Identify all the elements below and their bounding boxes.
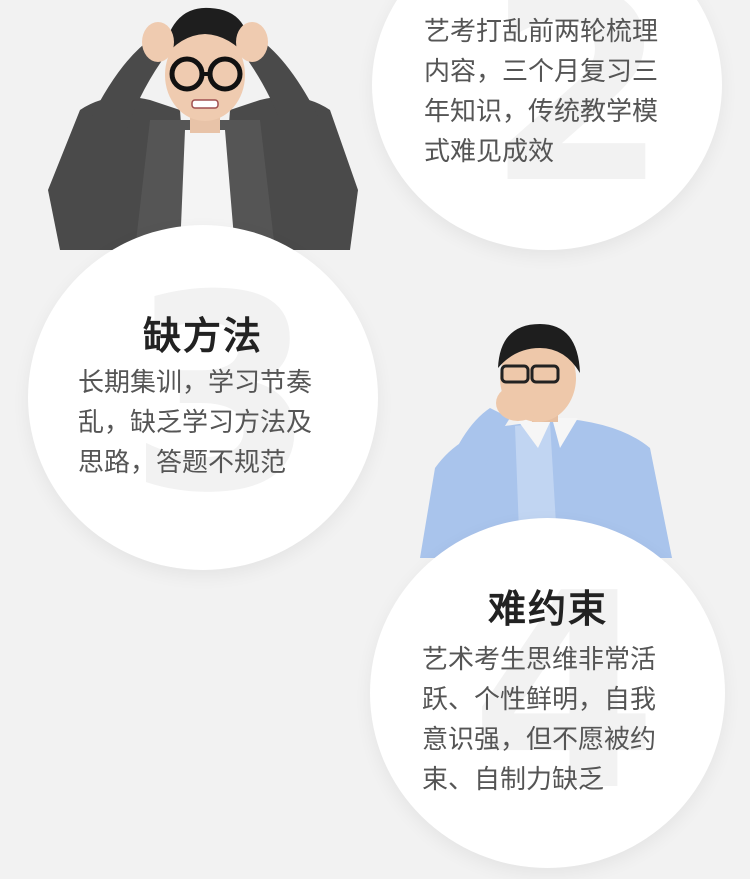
card-3-line-3: 思路，答题不规范: [78, 448, 287, 478]
card-2-number: 2: [487, 0, 668, 241]
card-4-line-4: 束、自制力缺乏: [422, 765, 605, 795]
card-2-line-4: 式难见成效: [424, 137, 555, 167]
card-2-circle: 2 艺考打乱前两轮梳理 内容，三个月复习三 年知识，传统教学模 式难见成效: [372, 0, 722, 250]
card-3-title: 缺方法: [143, 314, 264, 358]
card-3-line-1: 长期集训，学习节奏: [78, 368, 313, 398]
card-4-line-2: 跃、个性鲜明，自我: [422, 685, 657, 715]
card-4-description: 艺术考生思维非常活 跃、个性鲜明，自我 意识强，但不愿被约 束、自制力缺乏: [422, 640, 656, 800]
card-4-number: 4: [470, 535, 658, 850]
card-3-description: 长期集训，学习节奏 乱，缺乏学习方法及 思路，答题不规范: [78, 363, 312, 483]
card-4-circle: 4 难约束 艺术考生思维非常活 跃、个性鲜明，自我 意识强，但不愿被约 束、自制…: [370, 518, 725, 868]
card-4-line-1: 艺术考生思维非常活: [422, 645, 657, 675]
card-4-title: 难约束: [488, 587, 609, 631]
card-3-circle: 3 缺方法 长期集训，学习节奏 乱，缺乏学习方法及 思路，答题不规范: [28, 225, 378, 570]
card-2-line-3: 年知识，传统教学模: [424, 97, 659, 127]
card-2-line-1: 艺考打乱前两轮梳理: [424, 17, 659, 47]
card-2-description: 艺考打乱前两轮梳理 内容，三个月复习三 年知识，传统教学模 式难见成效: [424, 12, 658, 172]
card-3-line-2: 乱，缺乏学习方法及: [78, 408, 313, 438]
card-3-number: 3: [128, 237, 316, 552]
card-2-line-2: 内容，三个月复习三: [424, 57, 659, 87]
card-4-line-3: 意识强，但不愿被约: [422, 725, 657, 755]
stressed-man-illustration: [48, 7, 358, 250]
